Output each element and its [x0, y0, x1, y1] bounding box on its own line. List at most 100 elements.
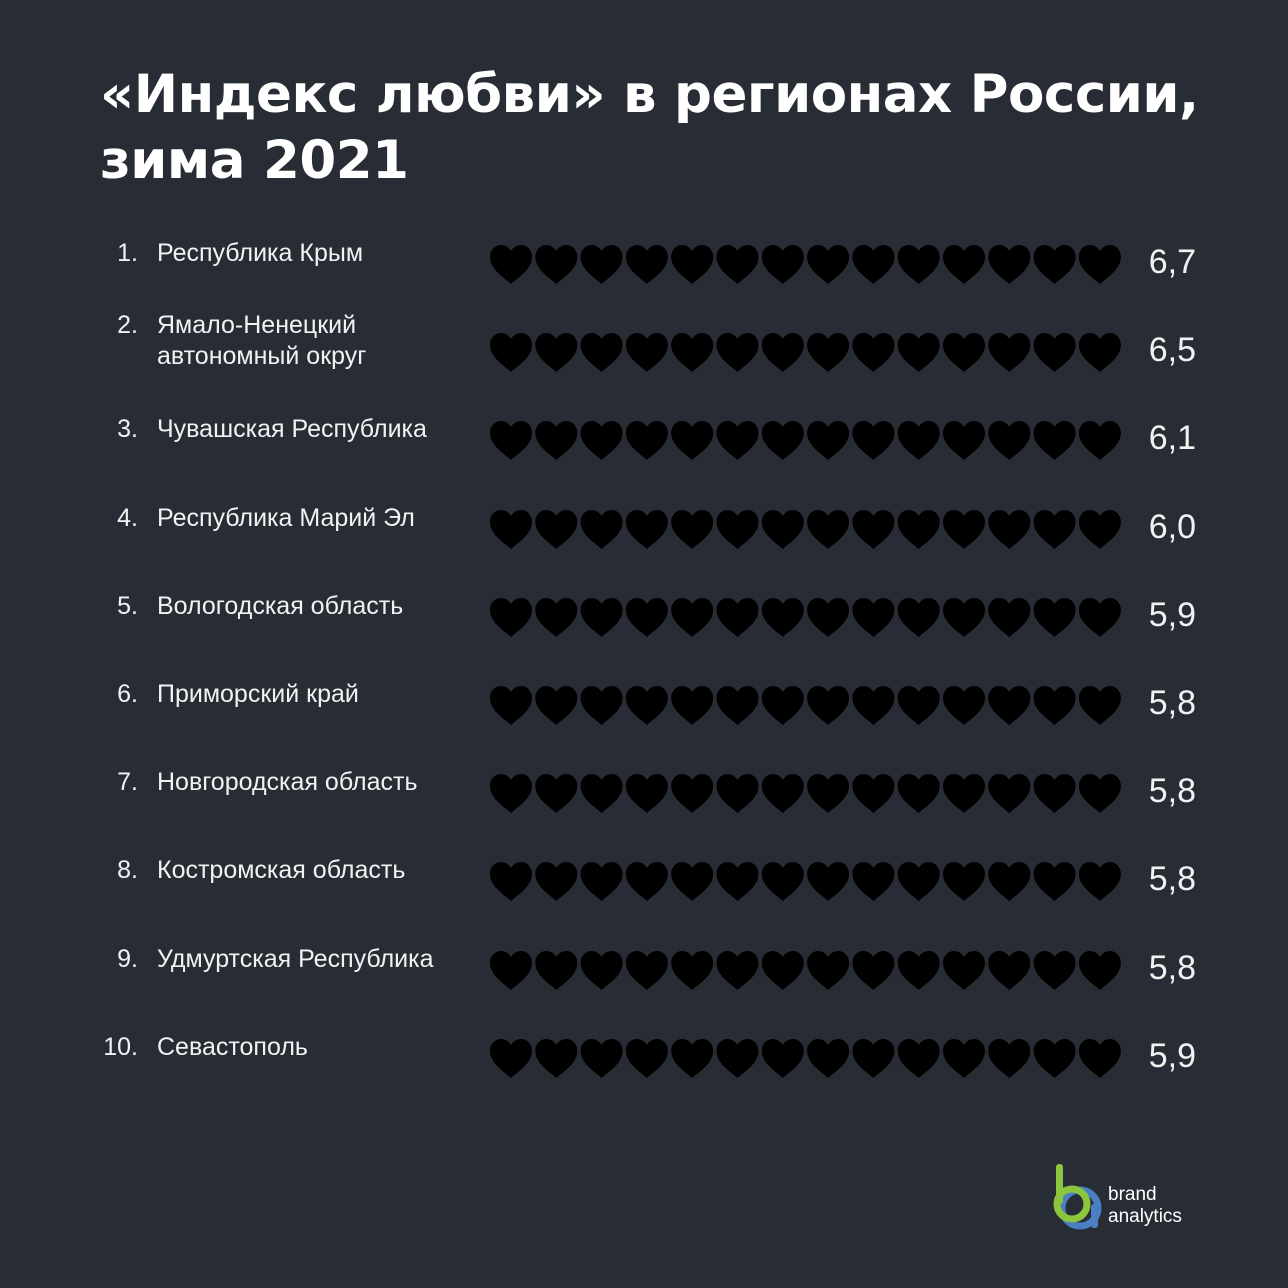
heart-icon [671, 686, 714, 725]
region-value: 5,8 [1148, 860, 1196, 899]
heart-icon [807, 774, 850, 814]
heart-icon [625, 245, 668, 284]
heart-icon [852, 421, 895, 461]
hearts-svg [490, 1038, 1121, 1078]
heart-icon [988, 862, 1031, 902]
hearts-svg [490, 421, 1121, 461]
heart-icon [897, 1038, 940, 1078]
region-rank: 8. [117, 856, 138, 885]
heart-icon [1078, 509, 1121, 549]
heart-icon [1078, 862, 1121, 902]
region-name: Удмуртская Республика [157, 944, 434, 973]
heart-icon [580, 245, 623, 284]
heart-icon [535, 1038, 578, 1078]
heart-icon [807, 333, 850, 373]
region-value: 6,0 [1148, 507, 1196, 546]
heart-icon [535, 333, 578, 373]
heart-icon [761, 509, 804, 549]
heart-icon [852, 509, 895, 549]
heart-icon [943, 333, 985, 373]
title-line-2: зима 2021 [100, 130, 409, 191]
heart-icon [671, 597, 714, 637]
heart-icon [852, 333, 895, 373]
heart-icon [943, 597, 985, 637]
heart-icon [625, 686, 668, 725]
heart-icon [716, 333, 759, 373]
region-name: Севастополь [157, 1032, 308, 1061]
heart-icon [897, 245, 940, 284]
region-rank: 6. [117, 680, 138, 708]
heart-icon [1033, 774, 1076, 814]
heart-icon [943, 245, 985, 284]
heart-icon [807, 1038, 850, 1078]
heart-icon [671, 245, 714, 284]
heart-icon [535, 597, 578, 637]
region-name: Республика Марий Эл [157, 503, 415, 532]
heart-icon [625, 509, 668, 549]
heart-icon [988, 245, 1031, 284]
hearts-bar [488, 417, 1121, 465]
heart-icon [943, 862, 985, 902]
heart-icon [1033, 950, 1076, 990]
heart-icon [716, 509, 759, 549]
hearts-bar [488, 770, 1121, 818]
heart-icon [852, 1038, 895, 1078]
heart-icon [897, 862, 940, 902]
region-rank: 4. [117, 503, 138, 532]
region-row: 9. Удмуртская Республика 5,8 [0, 928, 1288, 1008]
heart-icon [671, 950, 714, 990]
heart-icon [852, 862, 895, 902]
hearts-svg [490, 245, 1121, 284]
heart-icon [943, 421, 985, 461]
heart-icon [625, 950, 668, 990]
heart-icon [580, 686, 623, 725]
heart-icon [716, 1038, 759, 1078]
heart-icon [490, 597, 532, 637]
heart-icon [490, 686, 532, 725]
heart-icon [988, 1038, 1031, 1078]
region-rank: 10. [103, 1032, 138, 1061]
region-rank: 7. [117, 768, 138, 797]
heart-icon [671, 509, 714, 549]
hearts-svg [490, 774, 1121, 814]
hearts-svg [490, 333, 1121, 373]
heart-icon [988, 597, 1031, 637]
region-row: 7. Новгородская область 5,8 [0, 751, 1288, 831]
heart-icon [535, 509, 578, 549]
heart-icon [761, 597, 804, 637]
brand-analytics-logo-icon [1053, 1164, 1102, 1230]
heart-icon [490, 1038, 532, 1078]
region-value: 5,9 [1148, 595, 1196, 634]
heart-icon [807, 245, 850, 284]
region-row: 10. Севастополь 5,9 [0, 1016, 1288, 1096]
region-row: 3. Чувашская Республика 6,1 [0, 398, 1288, 478]
heart-icon [716, 421, 759, 461]
region-value: 5,9 [1148, 1036, 1196, 1075]
heart-icon [1078, 333, 1121, 373]
heart-icon [1078, 245, 1121, 284]
heart-icon [490, 245, 532, 284]
region-rank: 1. [117, 239, 138, 267]
heart-icon [625, 774, 668, 814]
heart-icon [897, 686, 940, 725]
heart-icon [1033, 1038, 1076, 1078]
heart-icon [716, 862, 759, 902]
heart-icon [671, 421, 714, 461]
heart-icon [988, 333, 1031, 373]
heart-icon [1078, 421, 1121, 461]
region-name: Приморский край [157, 680, 359, 708]
heart-icon [490, 950, 532, 990]
heart-icon [580, 333, 623, 373]
hearts-bar [488, 1035, 1121, 1083]
heart-icon [490, 774, 532, 814]
heart-icon [761, 950, 804, 990]
logo-text-line-2: analytics [1108, 1206, 1182, 1227]
logo-text-line-1: brand [1108, 1184, 1157, 1205]
region-row: 6. Приморский край 5,8 [0, 663, 1288, 743]
heart-icon [943, 509, 985, 549]
heart-icon [897, 421, 940, 461]
hearts-bar [488, 947, 1121, 995]
heart-icon [1033, 597, 1076, 637]
region-row: 8. Костромская область 5,8 [0, 839, 1288, 919]
